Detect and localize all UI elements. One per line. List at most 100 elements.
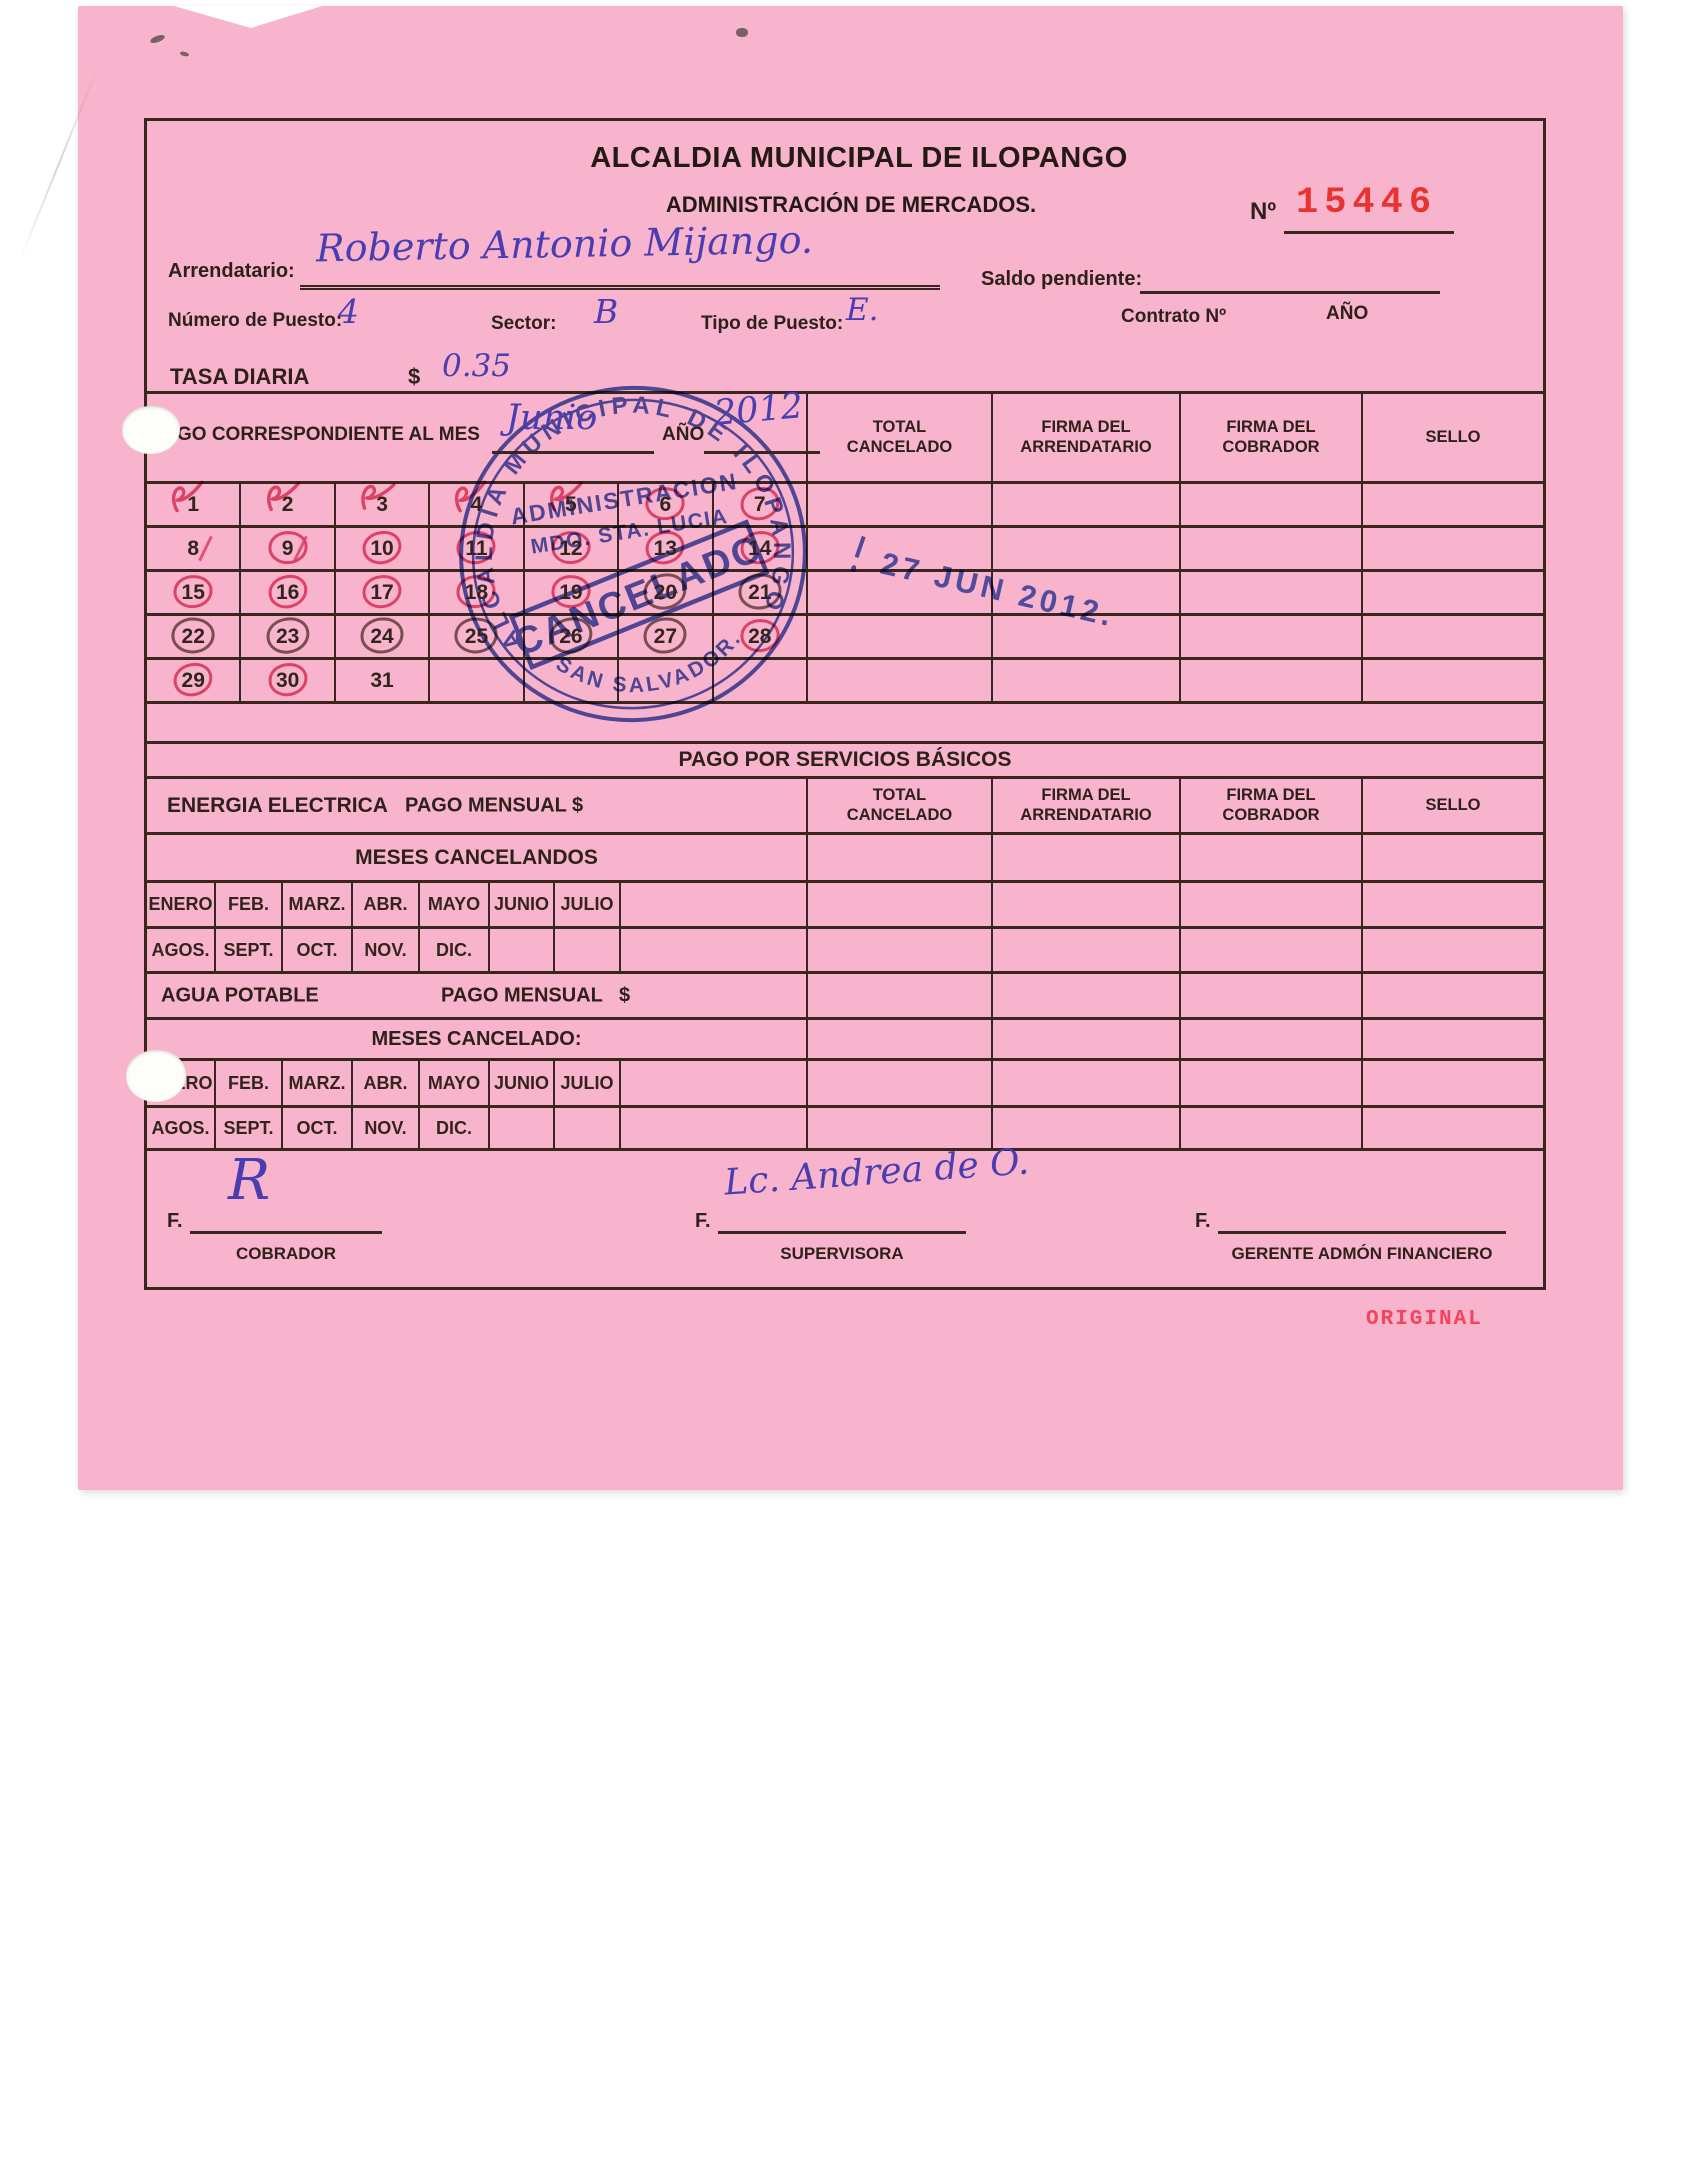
- month-cell: MARZ.: [283, 883, 353, 926]
- day-number: 13: [653, 536, 677, 560]
- table-cell: [808, 974, 993, 1017]
- month-cell: NOV.: [353, 1108, 420, 1148]
- header-line1: FIRMA DEL: [1041, 418, 1131, 437]
- calendar-day-cell: 16: [241, 572, 336, 613]
- table-cell: [1363, 1020, 1543, 1058]
- tasa-diaria-value: 0.35: [442, 348, 512, 384]
- day-number: 26: [559, 624, 583, 648]
- table-cell: [993, 616, 1181, 657]
- torn-edge-notch: [174, 6, 322, 28]
- month-cell: JUNIO: [490, 1061, 555, 1105]
- day-mark-check: [262, 478, 307, 522]
- cobrador-signature: R: [228, 1148, 271, 1213]
- header-line1: FIRMA DEL: [1041, 786, 1131, 805]
- paper-crease: [18, 66, 99, 263]
- table-cell: [1363, 974, 1543, 1017]
- table-cell: [1181, 1020, 1363, 1058]
- form-border: [144, 118, 1546, 1290]
- agua-pago-mensual-label: PAGO MENSUAL: [441, 984, 603, 1006]
- contrato-label: Contrato Nº: [1121, 306, 1227, 327]
- table-cell: [808, 660, 993, 701]
- table-cell: [1181, 660, 1363, 701]
- table-cell: [808, 1020, 993, 1058]
- energia-months-row2: AGOS. SEPT. OCT. NOV. DIC.: [147, 929, 1543, 974]
- day-number: 7: [753, 492, 766, 516]
- day-mark-circle: [172, 573, 214, 609]
- calendar-day-cell: 27: [619, 616, 714, 657]
- table-cell: [1363, 883, 1543, 926]
- table-cell: [1363, 929, 1543, 971]
- day-mark-check: [357, 480, 400, 522]
- calendar-day-cell: 1: [147, 480, 242, 525]
- receipt-number-underline: [1284, 202, 1454, 234]
- calendar-day-cell: 31: [336, 660, 431, 701]
- calendar-day-cell: 7: [714, 484, 806, 525]
- hole-punch-bottom: [126, 1050, 186, 1102]
- month-cell: JULIO: [555, 1061, 621, 1105]
- meses-cancelado-row: MESES CANCELADO:: [147, 1020, 1543, 1061]
- table-cell: [993, 1061, 1181, 1105]
- calendar-day-cell: [430, 660, 525, 701]
- day-number: 21: [748, 580, 772, 604]
- table-cell: [1363, 835, 1543, 880]
- months-block: AGOS. SEPT. OCT. NOV. DIC.: [147, 1108, 808, 1148]
- tasa-currency: $: [408, 364, 421, 389]
- calendar-day-cell: 4: [430, 479, 525, 525]
- month-cell: FEB.: [216, 883, 283, 926]
- table-cell: [808, 1108, 993, 1148]
- day-number: 29: [181, 668, 205, 692]
- day-number: 4: [470, 492, 483, 516]
- month-cell: SEPT.: [216, 929, 283, 971]
- day-number: 15: [181, 580, 205, 604]
- arrendatario-underline: [300, 246, 940, 290]
- saldo-pendiente-underline: [1140, 264, 1440, 294]
- table-cell: [808, 883, 993, 926]
- table-cell: [993, 484, 1181, 525]
- header-line1: FIRMA DEL: [1226, 418, 1316, 437]
- calendar-week-row: 8 9 10 11 12 13 14: [147, 528, 1543, 572]
- calendar-day-cell: 23: [241, 615, 336, 657]
- column-header-cell: SELLO: [1363, 394, 1543, 481]
- day-mark-circle: [361, 573, 403, 609]
- month-cell: OCT.: [283, 929, 353, 971]
- calendar-day-cell: [525, 660, 620, 701]
- day-number: 3: [376, 492, 388, 516]
- month-cell: MARZ.: [283, 1061, 353, 1105]
- agua-row: AGUA POTABLE PAGO MENSUAL $: [147, 974, 1543, 1020]
- month-cell: NOV.: [353, 929, 420, 971]
- table-cell: [993, 883, 1181, 926]
- table-cell: [808, 528, 993, 569]
- calendar-day-cell: 13: [619, 528, 714, 569]
- day-number: 1: [187, 492, 200, 516]
- table-cell: [808, 835, 993, 880]
- table-cell: [1363, 1108, 1543, 1148]
- pago-ano-underline: [704, 414, 820, 454]
- day-mark-circle: [264, 615, 311, 655]
- numero-puesto-label: Número de Puesto:: [168, 310, 343, 331]
- calendar-day-cell: 3: [336, 482, 431, 525]
- day-number: 25: [464, 624, 489, 648]
- calendar-day-cell: 17: [336, 572, 431, 613]
- firma-supervisora-line: [718, 1202, 966, 1234]
- day-mark-circle: [360, 617, 404, 654]
- month-cell: JULIO: [555, 883, 621, 926]
- calendar-day-cell: 10: [336, 528, 431, 569]
- pago-mes-underline: [492, 414, 654, 454]
- firma-supervisora-f: F.: [695, 1210, 711, 1232]
- tipo-puesto-label: Tipo de Puesto:: [701, 313, 844, 334]
- supervisora-label: SUPERVISORA: [780, 1244, 904, 1263]
- table-cell: [993, 1020, 1181, 1058]
- day-number: 31: [370, 668, 394, 692]
- firma-cobrador-line: [190, 1202, 382, 1234]
- table-cell: [808, 484, 993, 525]
- table-cell: [1181, 929, 1363, 971]
- day-number: 23: [275, 624, 300, 648]
- day-number: 19: [559, 580, 583, 604]
- calendar-day-cell: 14: [714, 528, 806, 569]
- table-cell: [1181, 883, 1363, 926]
- calendar-day-cell: 19: [525, 572, 620, 613]
- day-number: 18: [464, 580, 489, 604]
- table-cell: [1181, 835, 1363, 880]
- header-line1: SELLO: [1425, 427, 1481, 446]
- table-cell: [1363, 660, 1543, 701]
